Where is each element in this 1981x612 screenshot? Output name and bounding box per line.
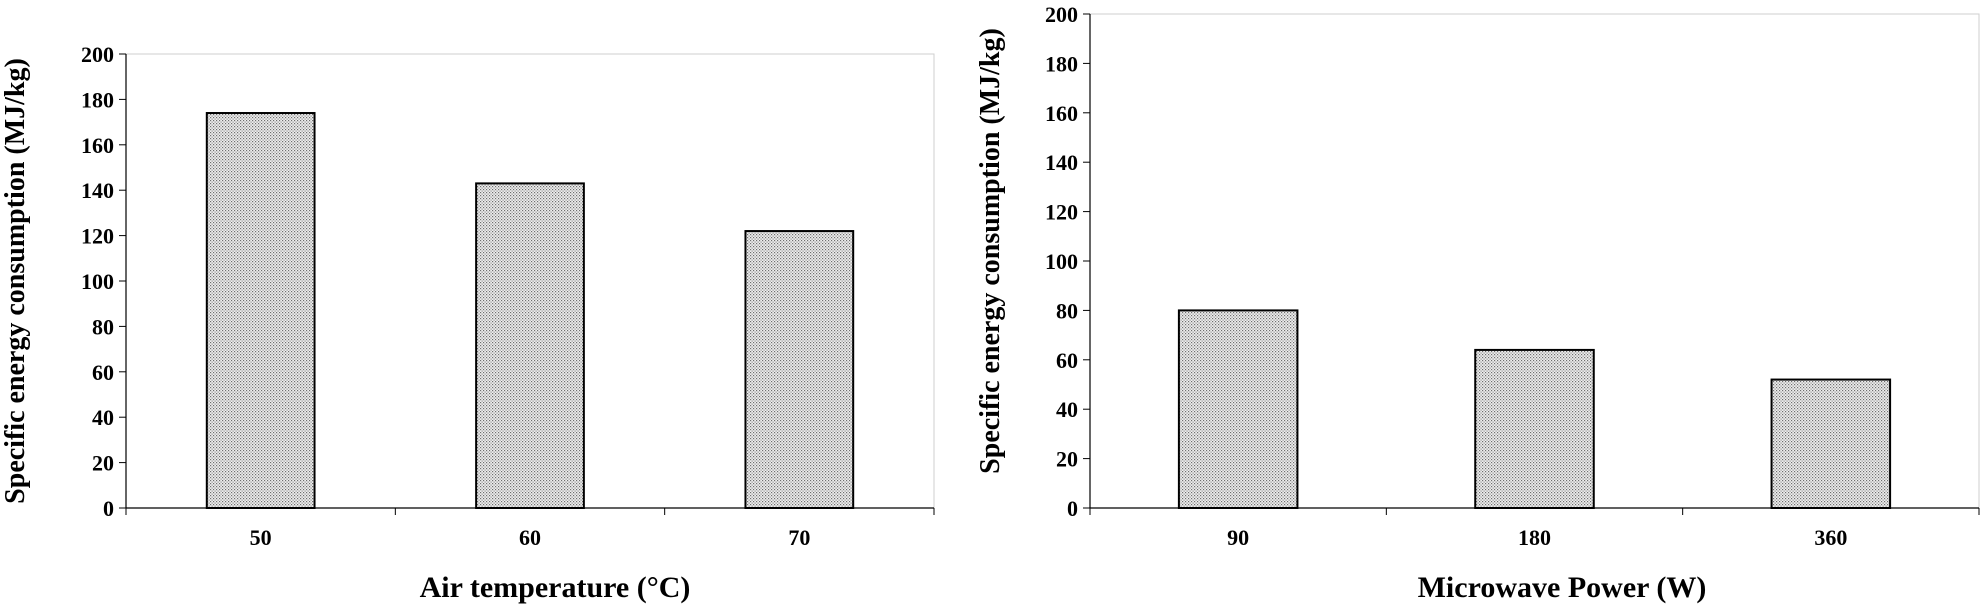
bar-50: [205, 112, 316, 510]
y-tick-label: 160: [81, 133, 114, 158]
y-tick-label: 200: [81, 42, 114, 67]
y-tick-label: 80: [92, 314, 114, 339]
bar-180: [1474, 348, 1595, 510]
y-tick-label: 0: [103, 496, 114, 521]
bar-60: [475, 182, 585, 509]
chart-1-marks: 0 20 40 60 80 100 120 140 160 180 200 50 60 70: [81, 42, 935, 550]
x-tick-label: 50: [250, 525, 272, 550]
bar-90: [1177, 309, 1299, 509]
chart-2-y-axis-title: Specific energy consumption (MJ/kg): [975, 28, 1006, 474]
y-tick-label: 40: [92, 405, 114, 430]
x-tick-label: 360: [1814, 525, 1847, 550]
y-tick-label: 140: [81, 178, 114, 203]
y-tick-label: 100: [1045, 249, 1078, 274]
y-tick-label: 180: [1045, 51, 1078, 76]
chart-1-x-axis-title: Air temperature (°C): [420, 571, 691, 604]
y-tick-label: 20: [92, 451, 114, 476]
chart-1-y-axis-title: Specific energy consumption (MJ/kg): [0, 58, 31, 504]
y-tick-label: 80: [1056, 298, 1078, 323]
chart-2-marks: 0 20 40 60 80 100 120 140 160 180 200 90 180 360: [1045, 2, 1980, 550]
x-tick-label: 70: [788, 525, 810, 550]
y-tick-label: 120: [81, 224, 114, 249]
chart-2: 0 20 40 60 80 100 120 140 160 180 200 90 180 360 Spec…: [975, 2, 1980, 604]
y-tick-label: 20: [1056, 447, 1078, 472]
y-tick-label: 140: [1045, 150, 1078, 175]
x-tick-label: 180: [1518, 525, 1551, 550]
x-tick-label: 90: [1227, 525, 1249, 550]
bar-70: [744, 230, 855, 509]
y-tick-label: 100: [81, 269, 114, 294]
bar-360: [1770, 378, 1892, 509]
y-tick-label: 200: [1045, 2, 1078, 27]
y-tick-label: 60: [92, 360, 114, 385]
x-tick-label: 60: [519, 525, 541, 550]
y-tick-label: 160: [1045, 101, 1078, 126]
y-tick-label: 180: [81, 87, 114, 112]
y-tick-label: 0: [1067, 496, 1078, 521]
y-tick-label: 120: [1045, 200, 1078, 225]
chart-1: 0 20 40 60 80 100 120 140 160 180 200 50 60 70 Specif…: [0, 42, 935, 604]
chart-2-x-axis-title: Microwave Power (W): [1418, 571, 1707, 604]
y-tick-label: 60: [1056, 348, 1078, 373]
y-tick-label: 40: [1056, 397, 1078, 422]
